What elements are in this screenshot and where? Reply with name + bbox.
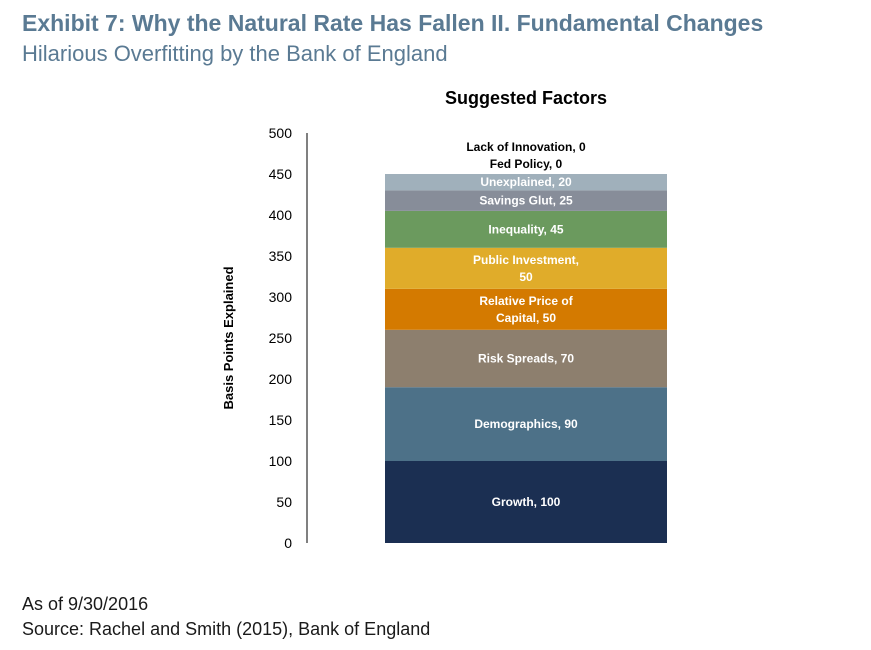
y-axis-title: Basis Points Explained <box>221 266 236 409</box>
bar-segment-demographics <box>385 387 667 461</box>
y-tick-label: 250 <box>269 330 293 346</box>
y-tick-label: 150 <box>269 412 293 428</box>
bar-label: Relative Price of <box>479 294 573 308</box>
y-tick-label: 300 <box>269 289 293 305</box>
bar-segment-growth <box>385 461 667 543</box>
bar-segment-risk-spreads <box>385 329 667 388</box>
bar-label: Demographics, 90 <box>474 417 578 431</box>
stacked-bar-chart: Suggested Factors Basis Points Explained 0… <box>221 88 667 551</box>
bar-label: 50 <box>519 270 533 284</box>
bar-label-zero: Lack of Innovation, 0 <box>466 140 586 154</box>
exhibit-title: Exhibit 7: Why the Natural Rate Has Fall… <box>22 10 764 36</box>
bar-label-zero: Fed Policy, 0 <box>490 157 563 171</box>
source-note: Source: Rachel and Smith (2015), Bank of… <box>22 619 431 639</box>
bar-segment-inequality <box>385 210 667 248</box>
bar-label: Growth, 100 <box>492 495 561 509</box>
chart-title: Suggested Factors <box>445 88 607 108</box>
bar-label: Savings Glut, 25 <box>479 194 573 208</box>
bar-segment-unexplained <box>385 174 667 191</box>
y-tick-label: 200 <box>269 371 293 387</box>
as-of-date: As of 9/30/2016 <box>22 594 149 614</box>
y-tick-label: 0 <box>284 535 292 551</box>
bar-segment-relative-price-of-capital <box>385 288 667 330</box>
exhibit-subtitle: Hilarious Overfitting by the Bank of Eng… <box>22 41 448 66</box>
bar-segment-public-investment <box>385 247 667 289</box>
y-tick-label: 500 <box>269 125 293 141</box>
bar-label: Public Investment, <box>473 253 579 267</box>
bar-label: Unexplained, 20 <box>480 175 572 189</box>
bar-label: Inequality, 45 <box>488 222 563 236</box>
bar-segment-savings-glut <box>385 190 667 211</box>
y-tick-label: 400 <box>269 207 293 223</box>
y-tick-label: 450 <box>269 166 293 182</box>
bar-label: Capital, 50 <box>496 311 556 325</box>
y-tick-label: 100 <box>269 453 293 469</box>
y-tick-label: 350 <box>269 248 293 264</box>
y-tick-label: 50 <box>276 494 292 510</box>
bar-label: Risk Spreads, 70 <box>478 352 574 366</box>
